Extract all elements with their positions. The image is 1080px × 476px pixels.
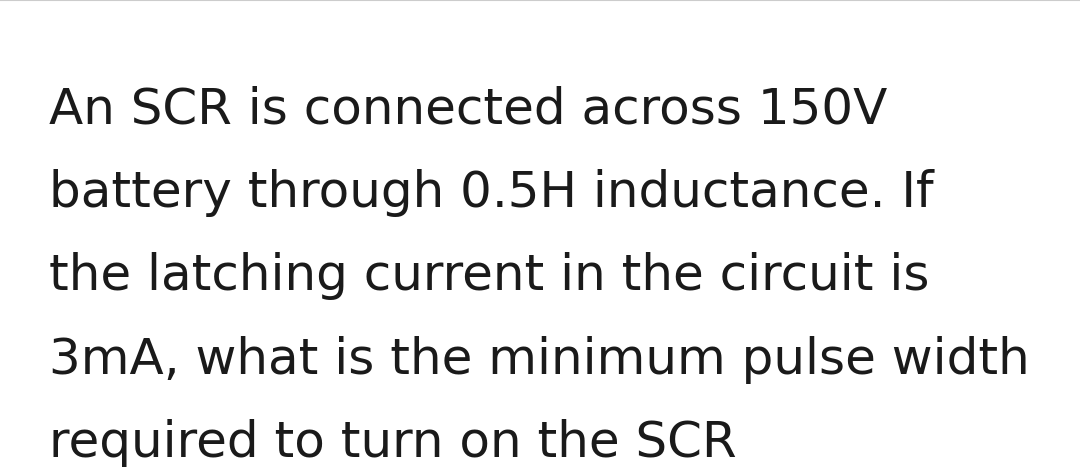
Text: An SCR is connected across 150V: An SCR is connected across 150V	[49, 86, 887, 134]
Text: 3mA, what is the minimum pulse width: 3mA, what is the minimum pulse width	[49, 336, 1029, 384]
Text: required to turn on the SCR: required to turn on the SCR	[49, 419, 737, 467]
Text: the latching current in the circuit is: the latching current in the circuit is	[49, 252, 929, 300]
Text: battery through 0.5H inductance. If: battery through 0.5H inductance. If	[49, 169, 933, 217]
